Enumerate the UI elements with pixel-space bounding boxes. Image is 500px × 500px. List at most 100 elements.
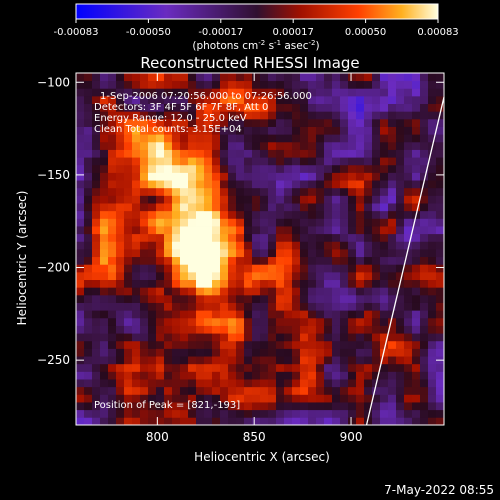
heatmap-cell [388,218,397,227]
heatmap-cell [220,141,229,150]
heatmap-cell [276,256,285,265]
heatmap-cell [212,195,221,204]
heatmap-cell [348,141,357,150]
heatmap-cell [364,218,373,227]
heatmap-cell [364,157,373,166]
heatmap-cell [260,111,269,120]
heatmap-cell [116,195,125,204]
heatmap-cell [284,348,293,357]
heatmap-cell [316,287,325,296]
heatmap-cell [308,256,317,265]
heatmap-cell [340,256,349,265]
heatmap-cell [356,126,365,135]
heatmap-cell [108,126,117,135]
heatmap-cell [420,302,429,311]
heatmap-cell [220,340,229,349]
heatmap-cell [148,80,157,89]
heatmap-cell [276,363,285,372]
heatmap-cell [300,417,309,426]
heatmap-cell [100,363,109,372]
heatmap-cell [116,88,125,97]
heatmap-cell [244,157,253,166]
heatmap-cell [316,218,325,227]
heatmap-cell [132,218,141,227]
heatmap-cell [316,317,325,326]
heatmap-cell [436,264,445,273]
heatmap-cell [180,256,189,265]
heatmap-cell [204,103,213,112]
heatmap-cell [132,371,141,380]
heatmap-cell [332,118,341,127]
heatmap-cell [396,187,405,196]
heatmap-cell [84,379,93,388]
heatmap-cell [412,126,421,135]
heatmap-cell [268,287,277,296]
heatmap-cell [420,379,429,388]
heatmap-cell [356,218,365,227]
heatmap-cell [308,149,317,158]
heatmap-cell [420,333,429,342]
heatmap-cell [236,88,245,97]
heatmap-cell [204,264,213,273]
heatmap-cell [228,402,237,411]
heatmap-cell [132,195,141,204]
heatmap-cell [196,141,205,150]
heatmap-cell [420,233,429,242]
heatmap-cell [380,203,389,212]
heatmap-cell [84,218,93,227]
heatmap-cell [268,226,277,235]
heatmap-cell [380,88,389,97]
heatmap-cell [212,333,221,342]
y-tick-label: −150 [37,168,70,182]
heatmap-cell [84,88,93,97]
heatmap-cell [124,80,133,89]
heatmap-cell [396,141,405,150]
heatmap-cell [180,241,189,250]
heatmap-cell [100,141,109,150]
heatmap-cell [76,157,85,166]
heatmap-cell [380,256,389,265]
heatmap-cell [252,302,261,311]
heatmap-cell [260,302,269,311]
heatmap-cell [212,294,221,303]
heatmap-cell [404,356,413,365]
heatmap-cell [140,279,149,288]
heatmap-cell [188,417,197,426]
heatmap-cell [108,203,117,212]
heatmap-cell [428,218,437,227]
heatmap-cell [204,333,213,342]
heatmap-cell [132,271,141,281]
heatmap-cell [356,73,365,82]
heatmap-cell [292,394,301,403]
heatmap-cell [92,149,101,158]
heatmap-cell [92,118,101,127]
colorbar-tick-label: -0.00050 [126,27,171,38]
heatmap-cell [76,103,85,112]
heatmap-cell [116,141,125,150]
heatmap-cell [172,203,181,212]
heatmap-cell [76,210,85,219]
heatmap-cell [340,379,349,388]
heatmap-cell [412,141,421,150]
heatmap-cell [252,218,261,227]
heatmap-cell [348,180,357,189]
heatmap-cell [228,294,237,303]
heatmap-cell [364,149,373,158]
heatmap-cell [84,264,93,273]
heatmap-cell [220,157,229,166]
heatmap-cell [356,409,365,418]
heatmap-cell [340,218,349,227]
heatmap-cell [276,279,285,288]
heatmap-cell [204,164,213,173]
heatmap-cell [348,325,357,334]
heatmap-cell [268,180,277,189]
heatmap-cell [348,402,357,411]
heatmap-cell [324,317,333,326]
heatmap-cell [196,195,205,204]
heatmap-cell [204,371,213,380]
heatmap-cell [212,249,221,258]
heatmap-cell [92,340,101,349]
heatmap-cell [172,218,181,227]
heatmap-cell [372,386,381,395]
